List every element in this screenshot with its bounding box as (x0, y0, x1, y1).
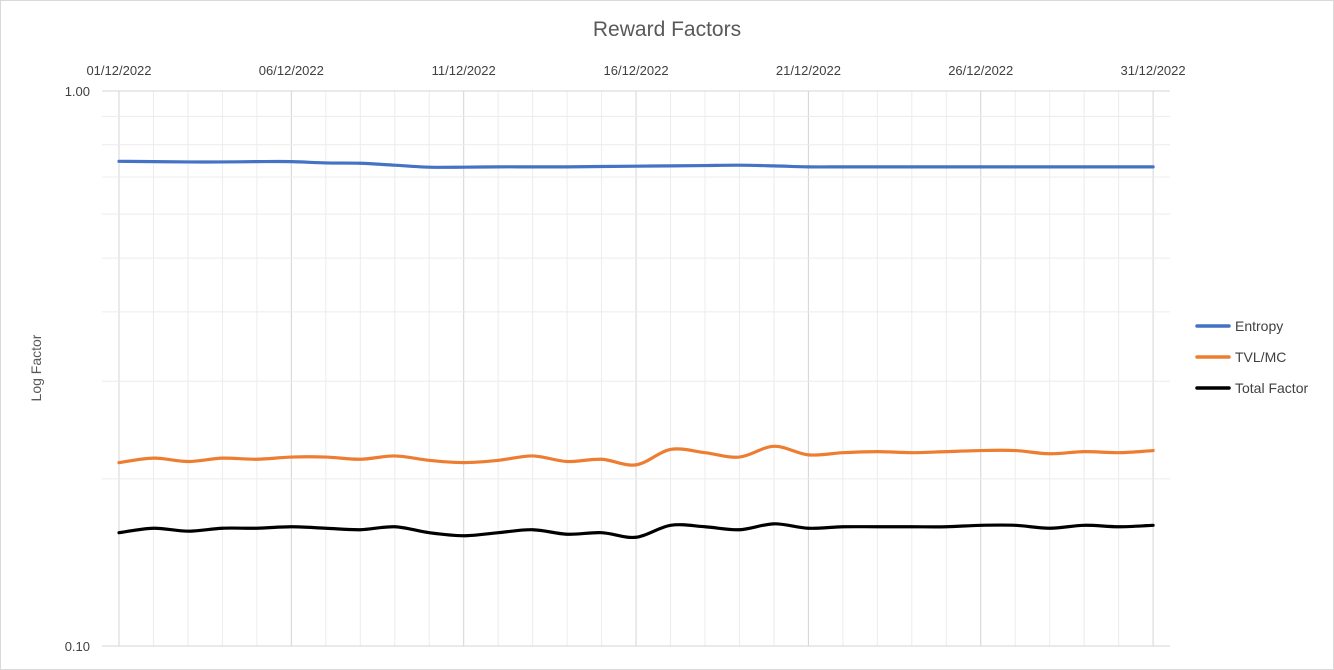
legend-label-total-factor: Total Factor (1235, 380, 1308, 396)
legend-label-entropy: Entropy (1235, 318, 1283, 334)
legend-item-tvl-mc: TVL/MC (1195, 349, 1286, 365)
legend-item-entropy: Entropy (1195, 318, 1283, 334)
chart-title: Reward Factors (592, 18, 742, 41)
series-layer (117, 159, 1155, 540)
series-line-total-factor (117, 522, 1155, 540)
grid-layer (102, 90, 1170, 647)
y-tick-label: 0.10 (65, 639, 90, 654)
x-tick-label: 21/12/2022 (776, 63, 841, 78)
y-axis-label: Log Factor (28, 334, 44, 401)
tick-layer: 01/12/2022 06/12/2022 11/12/2022 16/12/2022… (65, 63, 1186, 654)
series-line-tvl-mc (117, 444, 1155, 467)
y-tick-label: 1.00 (65, 84, 90, 99)
x-tick-label: 06/12/2022 (259, 63, 324, 78)
series-line-entropy (117, 159, 1155, 169)
x-tick-label: 31/12/2022 (1121, 63, 1186, 78)
x-tick-label: 26/12/2022 (948, 63, 1013, 78)
x-tick-label: 01/12/2022 (86, 63, 151, 78)
x-tick-label: 16/12/2022 (604, 63, 669, 78)
legend-label-tvl-mc: TVL/MC (1235, 349, 1286, 365)
legend-item-total-factor: Total Factor (1195, 380, 1308, 396)
x-tick-label: 11/12/2022 (432, 63, 496, 78)
legend: Entropy TVL/MC Total Factor (1195, 318, 1308, 396)
